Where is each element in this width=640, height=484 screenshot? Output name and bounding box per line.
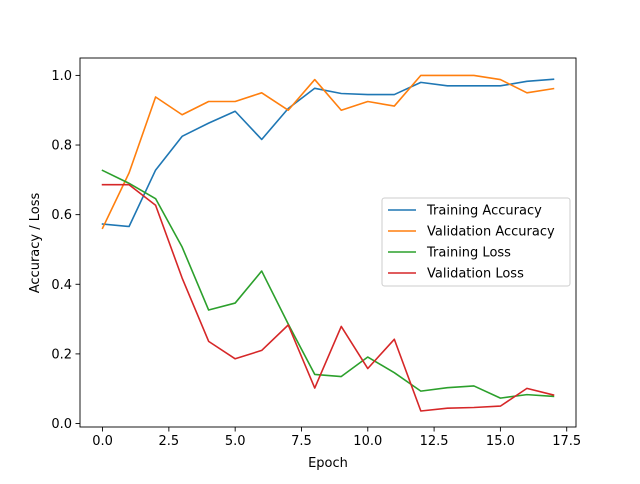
x-tick-label: 15.0 — [486, 434, 515, 449]
axes-layer: 0.0 2.5 5.0 7.5 10.0 12.5 15.0 17.5 0.0 0.2 0.4 0.6… — [51, 57, 581, 449]
y-tick-label: 0.6 — [51, 208, 72, 223]
x-tick-label: 2.5 — [159, 434, 180, 449]
y-tick-label: 0.2 — [51, 347, 72, 362]
x-tick-label: 0.0 — [92, 434, 113, 449]
series-layer — [101, 74, 555, 412]
x-axis-label: Epoch — [308, 456, 348, 471]
y-tick-label: 0.4 — [51, 278, 72, 293]
y-tick-label: 0.8 — [51, 139, 72, 154]
series-line-1 — [101, 78, 555, 228]
legend-box — [381, 197, 571, 287]
series-line-4 — [101, 183, 555, 412]
legend-label-4: Validation Loss — [427, 267, 524, 282]
x-tick-label: 10.0 — [353, 434, 382, 449]
series-line-2 — [101, 74, 555, 230]
legend-label-3: Training Loss — [426, 246, 511, 261]
x-tick-label: 7.5 — [291, 434, 312, 449]
series-line-3 — [101, 169, 555, 399]
legend: Training Accuracy Validation Accuracy Trai… — [381, 197, 571, 287]
y-tick-label: 0.0 — [51, 417, 72, 432]
plot-frame — [79, 57, 577, 428]
x-tick-label: 17.5 — [552, 434, 581, 449]
legend-label-2: Validation Accuracy — [427, 225, 555, 240]
y-tick-label: 1.0 — [51, 69, 72, 84]
legend-label-1: Training Accuracy — [426, 204, 542, 219]
x-tick-label: 5.0 — [225, 434, 246, 449]
y-axis-label: Accuracy / Loss — [28, 193, 43, 294]
x-tick-label: 12.5 — [420, 434, 449, 449]
